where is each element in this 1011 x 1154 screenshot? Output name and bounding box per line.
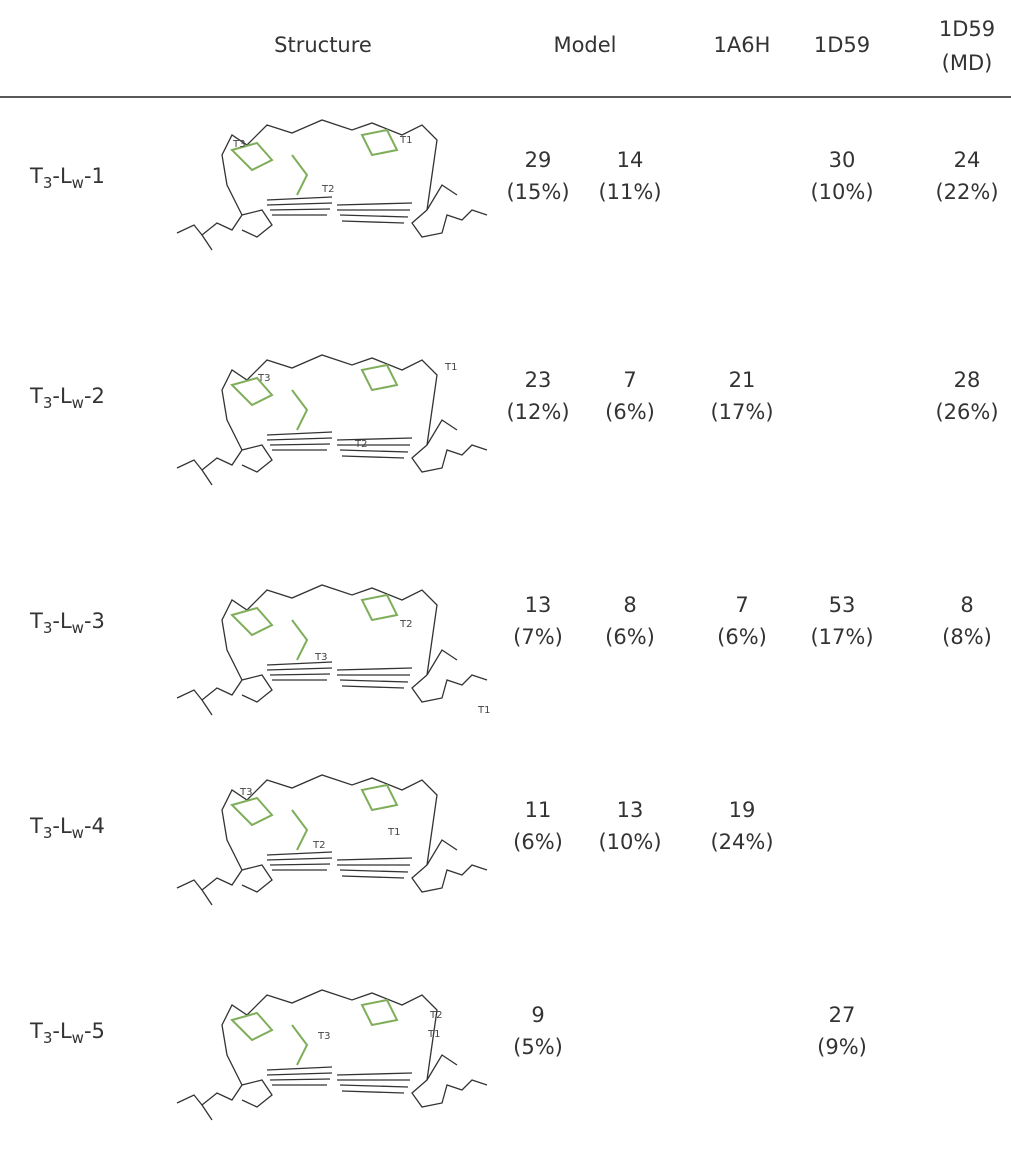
cell-percent: (12%)	[506, 400, 569, 424]
structure-annotation: T2	[429, 1010, 442, 1021]
cell-percent: (24%)	[710, 830, 773, 854]
label-part: -3	[84, 609, 105, 633]
structure-annotation: T2	[399, 619, 412, 630]
row-label: T3-Lw-1	[29, 164, 105, 192]
header-model: Model	[553, 33, 616, 57]
cell-percent: (8%)	[942, 625, 992, 649]
structure-annotation: T1	[387, 827, 400, 838]
cell-count: 21	[729, 368, 756, 392]
cell-count: 28	[954, 368, 981, 392]
structure-annotation: T2	[312, 840, 325, 851]
structure-annotation: T3	[317, 1031, 330, 1042]
cell-percent: (5%)	[513, 1035, 563, 1059]
cell-count: 8	[623, 593, 636, 617]
label-part: -2	[84, 384, 105, 408]
label-subscript: w	[72, 619, 84, 637]
label-subscript: w	[72, 174, 84, 192]
label-subscript: w	[72, 1029, 84, 1047]
cell-count: 19	[729, 798, 756, 822]
structure-annotation: T1	[444, 362, 457, 373]
label-part: -L	[52, 384, 72, 408]
label-part: -4	[84, 814, 105, 838]
cell-count: 8	[960, 593, 973, 617]
cell-count: 27	[829, 1003, 856, 1027]
label-part: -L	[52, 1019, 72, 1043]
cell-percent: (26%)	[935, 400, 998, 424]
cell-percent: (17%)	[710, 400, 773, 424]
header-1d59-md: (MD)	[942, 51, 993, 75]
row-label: T3-Lw-4	[29, 814, 105, 842]
cell-percent: (15%)	[506, 180, 569, 204]
row-label: T3-Lw-3	[29, 609, 105, 637]
structure-annotation: T3	[257, 373, 270, 384]
cell-percent: (10%)	[598, 830, 661, 854]
cell-percent: (22%)	[935, 180, 998, 204]
label-part: -5	[84, 1019, 105, 1043]
cell-count: 53	[829, 593, 856, 617]
cell-count: 29	[525, 148, 552, 172]
label-subscript: 3	[43, 174, 53, 192]
structure-image	[177, 355, 487, 485]
label-subscript: 3	[43, 1029, 53, 1047]
cell-percent: (11%)	[598, 180, 661, 204]
header-1a6h: 1A6H	[714, 33, 771, 57]
cell-percent: (6%)	[513, 830, 563, 854]
structure-annotation: T1	[477, 705, 490, 716]
structure-image	[177, 775, 487, 905]
header-1d59-md: 1D59	[939, 17, 995, 41]
label-part: T	[29, 814, 43, 838]
cell-percent: (9%)	[817, 1035, 867, 1059]
header-1d59: 1D59	[814, 33, 870, 57]
label-subscript: w	[72, 824, 84, 842]
structure-annotation: T2	[354, 439, 367, 450]
cell-count: 7	[735, 593, 748, 617]
structure-annotation: T2	[321, 184, 334, 195]
label-part: T	[29, 164, 43, 188]
cell-percent: (10%)	[810, 180, 873, 204]
label-subscript: w	[72, 394, 84, 412]
cell-count: 23	[525, 368, 552, 392]
cell-percent: (7%)	[513, 625, 563, 649]
cell-percent: (17%)	[810, 625, 873, 649]
structure-annotation: T3	[314, 652, 327, 663]
structure-image	[177, 585, 487, 715]
label-part: T	[29, 609, 43, 633]
structure-annotation: T1	[399, 135, 412, 146]
table: Structure Model 1A6H 1D59 1D59 (MD) T3-L…	[0, 0, 1011, 1150]
structure-annotation: T1	[427, 1029, 440, 1040]
cell-count: 11	[525, 798, 552, 822]
cell-count: 24	[954, 148, 981, 172]
structure-annotation: T3	[232, 139, 245, 150]
page: {"table": { "header": {"structure": "Str…	[0, 0, 1011, 1154]
header-structure: Structure	[274, 33, 372, 57]
cell-count: 14	[617, 148, 644, 172]
label-part: -1	[84, 164, 105, 188]
cell-count: 9	[531, 1003, 544, 1027]
structure-annotation: T3	[239, 787, 252, 798]
label-part: -L	[52, 164, 72, 188]
cell-percent: (6%)	[605, 625, 655, 649]
cell-count: 13	[525, 593, 552, 617]
label-subscript: 3	[43, 619, 53, 637]
cell-percent: (6%)	[605, 400, 655, 424]
label-part: -L	[52, 814, 72, 838]
cell-count: 13	[617, 798, 644, 822]
label-part: -L	[52, 609, 72, 633]
cell-count: 7	[623, 368, 636, 392]
row-label: T3-Lw-5	[29, 1019, 105, 1047]
label-part: T	[29, 1019, 43, 1043]
label-subscript: 3	[43, 394, 53, 412]
label-subscript: 3	[43, 824, 53, 842]
cell-count: 30	[829, 148, 856, 172]
label-part: T	[29, 384, 43, 408]
row-label: T3-Lw-2	[29, 384, 105, 412]
cell-percent: (6%)	[717, 625, 767, 649]
